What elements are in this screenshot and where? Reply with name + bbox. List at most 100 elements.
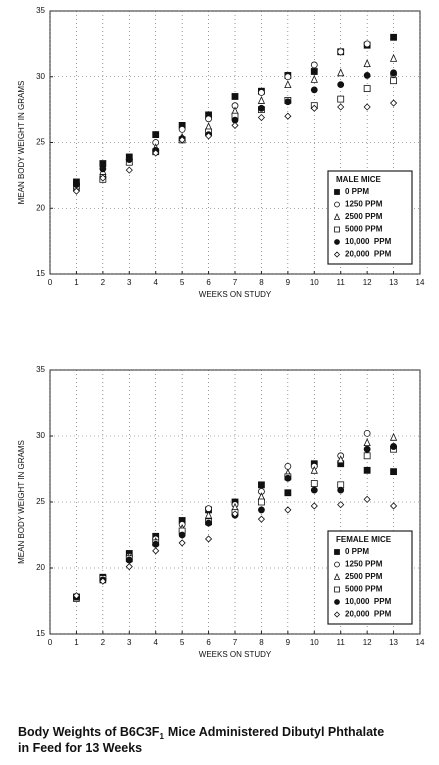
legend-marker (334, 201, 340, 208)
marker (284, 98, 292, 106)
y-tick-label: 15 (36, 269, 45, 278)
legend-title: FEMALE MICE (336, 535, 392, 544)
x-tick-label: 7 (233, 638, 238, 647)
marker (178, 539, 186, 547)
legend-marker (333, 213, 341, 220)
marker (337, 501, 345, 509)
marker (284, 474, 292, 482)
marker (125, 563, 133, 571)
marker (390, 468, 397, 476)
x-tick-label: 0 (48, 278, 53, 287)
x-tick-label: 2 (101, 278, 106, 287)
legend-label: 20,000 PPM (345, 250, 392, 259)
marker (337, 455, 345, 464)
marker (284, 462, 292, 470)
legend-marker (334, 226, 340, 233)
x-tick-label: 10 (310, 638, 319, 647)
x-tick-label: 2 (101, 638, 106, 647)
x-tick-label: 6 (206, 278, 211, 287)
marker (231, 510, 239, 518)
x-tick-label: 4 (153, 278, 158, 287)
marker (363, 445, 371, 453)
marker (205, 519, 212, 527)
marker (72, 187, 80, 195)
caption-subscript: 1 (159, 732, 164, 741)
marker (152, 131, 160, 139)
x-tick-label: 8 (259, 638, 264, 647)
x-tick-label: 5 (180, 638, 185, 647)
marker (125, 156, 133, 163)
marker (390, 77, 397, 85)
marker (310, 502, 318, 510)
marker (152, 149, 160, 157)
x-tick-label: 11 (337, 638, 346, 647)
marker (258, 506, 265, 514)
legend-marker (334, 549, 340, 555)
x-tick-label: 4 (153, 638, 158, 647)
y-tick-label: 20 (36, 563, 45, 572)
marker (363, 59, 371, 67)
y-tick-label: 25 (36, 138, 45, 147)
marker (178, 125, 186, 133)
x-tick-label: 14 (416, 638, 425, 647)
marker (389, 432, 398, 441)
y-tick-label: 35 (36, 365, 45, 374)
marker (284, 506, 292, 514)
legend-marker (334, 561, 340, 568)
legend-box (327, 530, 413, 625)
legend-marker (334, 599, 340, 605)
marker (363, 72, 371, 79)
x-tick-label: 13 (389, 278, 398, 287)
marker (178, 531, 186, 539)
marker (363, 452, 371, 460)
marker (337, 95, 345, 103)
marker (310, 104, 318, 112)
marker (337, 81, 345, 89)
legend-label: 0 PPM (345, 187, 369, 196)
y-tick-label: 25 (36, 497, 45, 506)
marker (205, 115, 212, 123)
legend-marker (334, 189, 340, 195)
x-tick-label: 8 (259, 278, 264, 287)
y-tick-label: 30 (36, 431, 45, 440)
legend-label: 10,000 PPM (345, 237, 392, 246)
marker (310, 480, 318, 487)
marker (363, 466, 371, 474)
x-tick-label: 12 (363, 638, 372, 647)
marker (284, 112, 292, 120)
legend-marker (333, 573, 341, 580)
y-axis-label: MEAN BODY WEIGHT IN GRAMS (17, 440, 26, 564)
marker (257, 113, 265, 122)
legend-marker (333, 611, 341, 618)
x-tick-label: 7 (233, 278, 238, 287)
x-axis-label: WEEKS ON STUDY (199, 290, 272, 299)
marker (310, 61, 318, 69)
x-tick-label: 5 (180, 278, 185, 287)
marker (258, 481, 265, 489)
x-tick-label: 11 (337, 278, 346, 287)
y-tick-label: 30 (36, 72, 45, 81)
marker (178, 136, 186, 144)
caption-line: Body Weights of B6C3F1 Mice Administered … (18, 725, 384, 741)
marker (231, 121, 239, 129)
marker (310, 465, 318, 474)
marker (152, 547, 160, 555)
x-tick-label: 1 (74, 278, 79, 287)
legend-marker (333, 251, 341, 258)
marker (257, 515, 265, 523)
marker (231, 93, 239, 100)
caption-text: Body Weights of B6C3F (18, 725, 160, 739)
marker (152, 540, 160, 548)
marker (125, 166, 133, 174)
marker (363, 495, 371, 503)
legend-box (327, 170, 413, 265)
marker (363, 103, 371, 111)
legend-marker (334, 586, 340, 593)
marker (337, 486, 345, 494)
marker (310, 86, 318, 94)
legend-label: 5000 PPM (345, 585, 383, 594)
marker (99, 165, 107, 173)
marker (390, 99, 398, 107)
x-tick-label: 14 (416, 278, 425, 287)
